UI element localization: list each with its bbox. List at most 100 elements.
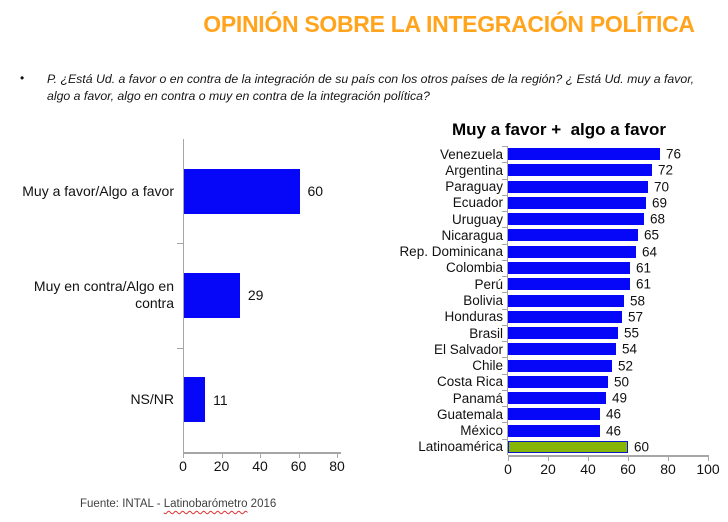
country-value-label: 50 [614, 374, 630, 390]
country-bar-cell: 61 [508, 260, 728, 275]
left-chart-category-label: NS/NR [130, 391, 174, 408]
country-row: Venezuela 76 [390, 146, 728, 162]
country-bar [508, 278, 630, 291]
country-bar-cell: 46 [508, 407, 728, 422]
country-label: Paraguay [445, 179, 503, 195]
country-value-label: 49 [612, 390, 628, 406]
right-chart-x-ticklabel: 40 [580, 461, 596, 477]
country-bar [508, 294, 624, 307]
country-label: Rep. Dominicana [399, 244, 503, 260]
country-value-label: 68 [650, 211, 666, 227]
country-row: Paraguay 70 [390, 179, 728, 195]
country-label: Brasil [469, 325, 503, 341]
country-label: Guatemala [436, 406, 503, 422]
question-bullet-block: • P. ¿Está Ud. a favor o en contra de la… [20, 71, 698, 105]
country-bar [508, 164, 652, 177]
country-row: Nicaragua 65 [390, 227, 728, 243]
country-value-label: 72 [658, 162, 674, 178]
left-chart-x-ticklabel: 60 [290, 458, 307, 474]
right-chart-x-ticklabel: 0 [504, 461, 512, 477]
country-bar-cell: 57 [508, 309, 728, 324]
country-bar [508, 392, 606, 405]
country-axis-tick [502, 406, 507, 407]
left-chart-row: Muy en contra/Algo en contra 29 [0, 243, 360, 347]
country-bar-cell: 69 [508, 195, 728, 211]
source-prefix: Fuente: INTAL - [80, 498, 164, 510]
country-axis-tick [502, 292, 507, 293]
left-chart-x-axis [183, 452, 341, 454]
country-axis-tick [502, 195, 507, 196]
country-chart-title: Muy a favor + algo a favor [452, 120, 666, 139]
country-label: Uruguay [451, 211, 503, 227]
country-row: El Salvador 54 [390, 341, 728, 357]
country-bar-cell: 58 [508, 293, 728, 308]
country-value-label: 46 [606, 423, 622, 439]
country-bar-cell: 55 [508, 325, 728, 341]
country-bar [508, 408, 600, 421]
country-axis-tick [502, 341, 507, 342]
country-value-label: 52 [618, 358, 634, 374]
country-label: Bolivia [463, 293, 503, 309]
country-axis-tick [502, 146, 507, 147]
country-axis-tick [502, 357, 507, 358]
left-chart-bar-cell: 11 [184, 377, 360, 423]
source-suffix: 2016 [247, 498, 277, 510]
left-chart-x-ticklabel: 0 [179, 458, 187, 474]
left-chart-x-tickmark [298, 454, 300, 458]
country-axis-tick [502, 390, 507, 391]
country-row: Rep. Dominicana 64 [390, 244, 728, 260]
left-chart-bar [184, 377, 206, 423]
country-axis-tick [502, 162, 507, 163]
country-axis-tick [502, 179, 507, 180]
left-chart-category-tick [177, 348, 183, 349]
left-chart-y-axis [183, 139, 184, 452]
country-axis-tick [502, 309, 507, 310]
country-bar-cell: 68 [508, 211, 728, 227]
left-chart-row: Muy a favor/Algo a favor 60 [0, 139, 360, 243]
country-bar [508, 375, 608, 388]
country-value-label: 64 [642, 244, 658, 260]
country-bar-cell: 64 [508, 244, 728, 260]
left-chart-row: NS/NR 11 [0, 348, 360, 452]
country-bar-cell: 65 [508, 228, 728, 243]
country-axis-tick [502, 422, 507, 423]
left-chart-x-ticklabel: 20 [213, 458, 230, 474]
left-chart-category-label: Muy en contra/Algo en contra [33, 278, 174, 312]
country-label: Latinoamérica [418, 439, 503, 455]
country-axis-tick [502, 325, 507, 326]
country-bar-cell: 46 [508, 423, 728, 439]
source-latinobarometro: Latinobarómetro [163, 498, 248, 510]
country-bar [508, 196, 646, 209]
country-label: México [460, 423, 503, 439]
country-chart-rows: Venezuela 76 Argentina 72 Paraguay 70 Ecuador 6… [390, 146, 728, 455]
summary-bar-chart: Muy a favor/Algo a favor 60 Muy en contra/… [0, 139, 390, 489]
country-bar [508, 245, 636, 258]
country-label: Panamá [452, 390, 503, 406]
country-row: Panamá 49 [390, 390, 728, 406]
country-value-label: 69 [652, 195, 668, 211]
country-bar-cell: 49 [508, 390, 728, 406]
left-chart-value-label: 29 [247, 287, 264, 304]
right-chart-x-tickmark [548, 457, 549, 461]
summary-chart-rows: Muy a favor/Algo a favor 60 Muy en contra/… [0, 139, 360, 452]
left-chart-bar [184, 168, 300, 214]
country-row: México 46 [390, 423, 728, 439]
country-chart-plot: Venezuela 76 Argentina 72 Paraguay 70 Ecuador 6… [390, 146, 728, 477]
country-row: Ecuador 69 [390, 195, 728, 211]
country-axis-tick [502, 211, 507, 212]
country-axis-tick [502, 244, 507, 245]
right-chart-x-ticklabel: 20 [540, 461, 556, 477]
country-value-label: 76 [666, 146, 682, 162]
country-bar-cell: 60 [508, 439, 728, 454]
country-bar [508, 359, 612, 372]
country-label: Ecuador [452, 195, 503, 211]
country-bar-cell: 52 [508, 358, 728, 374]
country-bar [508, 343, 616, 356]
country-bar [508, 148, 660, 161]
country-bar [508, 327, 618, 340]
country-bar [508, 180, 648, 193]
country-label: El Salvador [433, 341, 503, 357]
country-value-label: 55 [624, 325, 640, 341]
left-chart-x-tickmark [337, 454, 338, 458]
